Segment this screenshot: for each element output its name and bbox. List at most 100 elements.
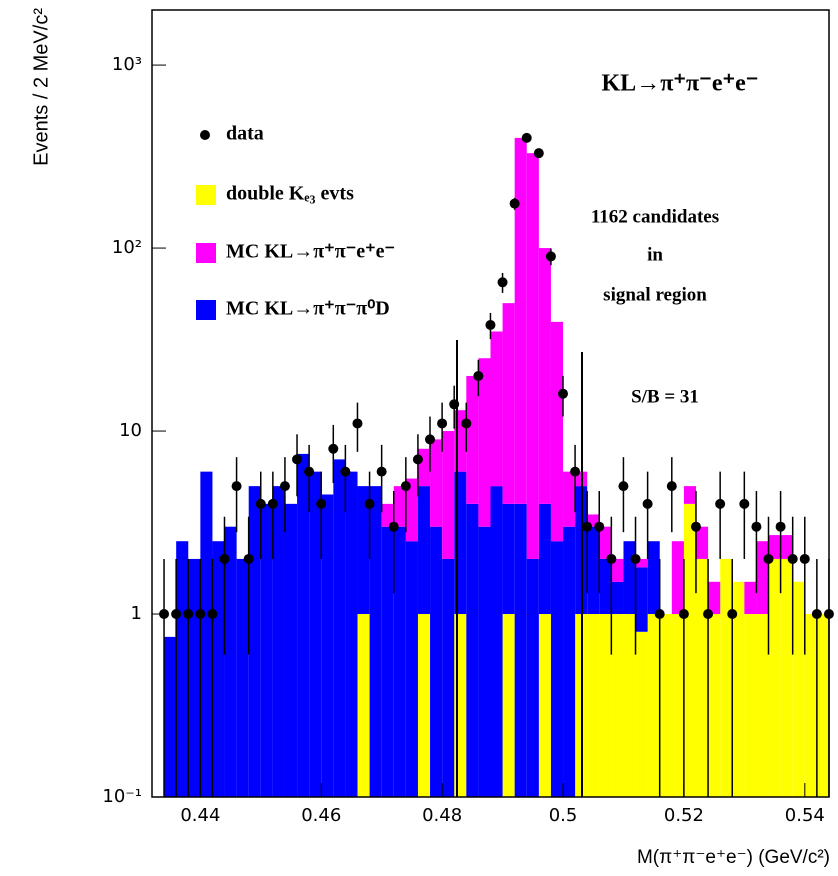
hist-bar bbox=[611, 581, 624, 615]
data-point bbox=[243, 553, 254, 564]
data-point bbox=[437, 418, 448, 429]
annotation: S/B = 31 bbox=[631, 386, 699, 407]
hist-bar bbox=[744, 614, 757, 797]
hist-bar bbox=[417, 448, 431, 487]
hist-bar bbox=[623, 541, 636, 615]
legend-label: MC KL→π⁺π⁻π⁰D bbox=[226, 298, 390, 320]
hist-bar bbox=[635, 631, 648, 797]
annotation: in bbox=[647, 244, 663, 265]
data-point bbox=[340, 466, 351, 477]
y-tick-label: 10 bbox=[119, 420, 142, 441]
data-point bbox=[715, 498, 726, 509]
data-point bbox=[594, 521, 605, 532]
hist-bar bbox=[393, 526, 406, 797]
hist-bar bbox=[587, 526, 600, 615]
data-point bbox=[195, 609, 206, 620]
data-point bbox=[739, 498, 750, 509]
data-point bbox=[630, 553, 641, 564]
hist-bar bbox=[563, 526, 576, 797]
hist-bar bbox=[768, 558, 781, 797]
hist-bar bbox=[272, 486, 285, 797]
data-point bbox=[799, 553, 810, 564]
data-point bbox=[570, 466, 581, 477]
hist-bar bbox=[502, 503, 515, 615]
legend-marker bbox=[200, 130, 210, 140]
hist-bar bbox=[381, 526, 394, 797]
hist-bar bbox=[671, 614, 684, 797]
hist-bar bbox=[538, 248, 551, 504]
hist-bar bbox=[357, 614, 370, 797]
data-point bbox=[473, 370, 484, 381]
hist-bar bbox=[393, 486, 406, 527]
legend-swatch bbox=[196, 300, 216, 320]
data-point bbox=[690, 521, 701, 532]
hist-bar bbox=[490, 331, 503, 487]
data-point bbox=[606, 553, 617, 564]
legend-label: MC KL→π⁺π⁻e⁺e⁻ bbox=[226, 241, 395, 263]
hist-bar bbox=[442, 558, 455, 797]
y-tick-label: 10⁻¹ bbox=[102, 786, 142, 807]
data-point bbox=[654, 609, 665, 620]
data-point bbox=[352, 418, 363, 429]
hist-bar bbox=[284, 503, 298, 797]
data-point bbox=[171, 609, 182, 620]
hist-bar bbox=[647, 541, 660, 615]
hist-bar bbox=[405, 541, 418, 797]
data-point bbox=[763, 553, 774, 564]
hist-bar bbox=[683, 486, 697, 504]
y-tick-label: 10² bbox=[112, 237, 142, 258]
x-tick-label: 0.48 bbox=[422, 805, 462, 826]
hist-bar bbox=[599, 526, 612, 559]
hist-bar bbox=[430, 526, 443, 797]
hist-bar bbox=[526, 153, 539, 559]
hist-bar bbox=[188, 558, 201, 797]
hist-bar bbox=[369, 486, 382, 797]
legend-swatch bbox=[196, 185, 216, 205]
legend-swatch bbox=[196, 243, 216, 263]
data-point bbox=[328, 443, 339, 454]
hist-bar bbox=[683, 503, 697, 797]
data-point bbox=[388, 521, 399, 532]
hist-bar bbox=[550, 321, 564, 542]
hist-bar bbox=[345, 471, 358, 797]
hist-bar bbox=[696, 558, 709, 797]
data-point bbox=[787, 553, 798, 564]
hist-bar bbox=[599, 558, 612, 615]
data-point bbox=[521, 132, 532, 143]
hist-bar bbox=[248, 486, 261, 797]
hist-bar bbox=[768, 535, 781, 559]
x-tick-label: 0.46 bbox=[301, 805, 341, 826]
data-point bbox=[292, 454, 303, 465]
data-point bbox=[618, 481, 629, 492]
hist-bar bbox=[538, 503, 551, 615]
hist-bar bbox=[635, 558, 648, 568]
data-point bbox=[267, 498, 278, 509]
data-point bbox=[412, 454, 423, 465]
hist-bar bbox=[297, 453, 310, 797]
data-point bbox=[751, 521, 762, 532]
x-tick-label: 0.5 bbox=[549, 805, 578, 826]
hist-bar bbox=[611, 558, 624, 582]
hist-bar bbox=[550, 541, 564, 797]
hist-bar bbox=[502, 614, 515, 797]
data-point bbox=[557, 388, 568, 399]
legend-label: data bbox=[226, 123, 264, 145]
hist-bar bbox=[720, 558, 733, 797]
data-point bbox=[207, 609, 218, 620]
x-tick-label: 0.54 bbox=[785, 805, 825, 826]
hist-bar bbox=[671, 541, 684, 615]
data-point bbox=[485, 319, 496, 330]
hist-bar bbox=[200, 471, 213, 797]
hist-bar bbox=[224, 526, 237, 797]
hist-bar bbox=[176, 541, 189, 797]
hist-bar bbox=[466, 503, 479, 797]
annotation: 1162 candidates bbox=[591, 206, 719, 227]
hist-bar bbox=[623, 614, 636, 797]
hist-bar bbox=[442, 431, 455, 559]
data-point bbox=[425, 434, 436, 445]
hist-bar bbox=[490, 486, 503, 797]
data-point bbox=[666, 481, 677, 492]
chart-title: KL→π⁺π⁻e⁺e⁻ bbox=[602, 71, 759, 97]
hist-bar bbox=[417, 614, 431, 797]
